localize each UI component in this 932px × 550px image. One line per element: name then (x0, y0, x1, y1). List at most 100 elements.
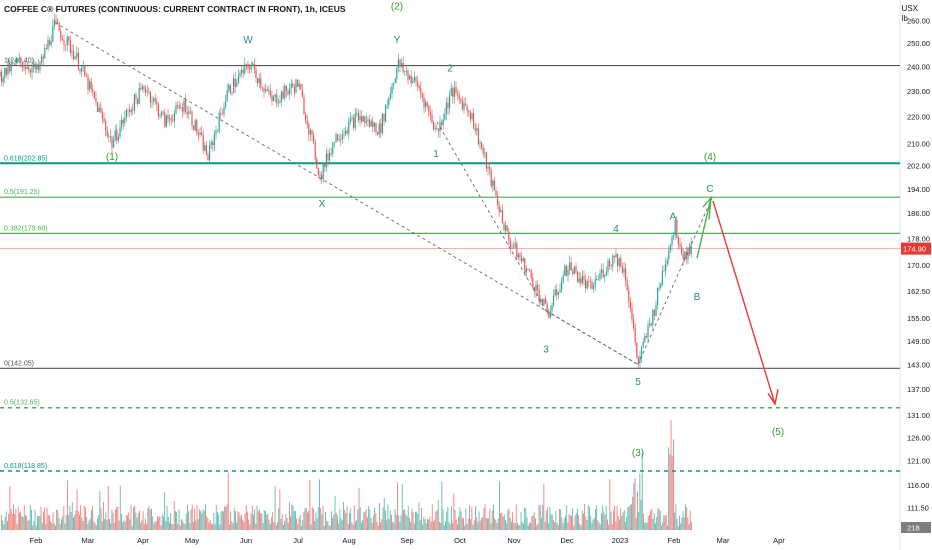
candle-body (95, 97, 97, 102)
volume-bar (479, 520, 481, 530)
candle-body (63, 40, 65, 45)
volume-bar (635, 517, 637, 530)
volume-bar (189, 523, 191, 530)
candle-body (457, 92, 459, 94)
candle-body (178, 105, 180, 109)
x-tick-label: Apr (137, 536, 149, 545)
volume-bar (565, 515, 566, 530)
volume-bar (388, 518, 390, 530)
volume-bar (653, 513, 655, 530)
volume-bar (305, 507, 307, 530)
volume-bar (37, 516, 38, 530)
candle-body (513, 246, 515, 248)
volume-bar (501, 512, 503, 530)
volume-bar (547, 506, 548, 530)
volume-bar (260, 513, 262, 530)
candle-body (69, 40, 71, 53)
candle-body (636, 342, 638, 358)
candle-body (229, 85, 231, 94)
volume-bar (56, 509, 58, 530)
volume-bar (424, 519, 426, 530)
volume-bar (109, 518, 110, 530)
volume-bar (70, 512, 72, 530)
volume-bar (553, 520, 554, 530)
volume-bar (136, 517, 138, 530)
y-tick-label: 260.00 (907, 16, 930, 25)
candle-body (567, 269, 569, 276)
volume-bar (662, 522, 664, 530)
candle-body (485, 152, 487, 169)
candle-body (65, 44, 67, 46)
volume-bar (453, 493, 455, 530)
candle-body (521, 257, 523, 262)
volume-bar (650, 510, 652, 530)
y-tick-label: 230.00 (907, 87, 930, 96)
x-tick-label: Apr (773, 536, 785, 545)
volume-bar (277, 522, 278, 530)
candle-body (127, 110, 129, 111)
volume-bar (295, 511, 296, 530)
candle-body (637, 357, 639, 363)
wave-label: 1 (433, 149, 439, 160)
candle-body (361, 116, 363, 122)
candle-body (116, 130, 118, 141)
candle-body (553, 295, 555, 306)
candle-body (573, 266, 575, 274)
y-tick-label: 220.00 (907, 113, 930, 122)
volume-bar (267, 513, 269, 530)
candle-body (130, 109, 132, 113)
candle-body (84, 66, 86, 77)
wave-label: (2) (391, 1, 403, 12)
candle-body (237, 75, 239, 83)
volume-bar (64, 523, 66, 530)
volume-bar (647, 516, 649, 530)
volume-bar (677, 525, 679, 530)
candle-body (271, 95, 273, 101)
candle-body (570, 262, 572, 271)
volume-bar (512, 511, 514, 530)
volume-bar (148, 506, 150, 530)
volume-bar (395, 514, 397, 530)
volume-bar (609, 479, 611, 530)
last-price-tag-label: 174.90 (903, 245, 926, 254)
volume-bar (476, 516, 478, 530)
candle-body (492, 180, 494, 187)
candle-body (418, 86, 420, 88)
volume-bar (112, 512, 114, 530)
volume-bar (31, 509, 32, 530)
volume-bar (149, 509, 151, 530)
volume-bar (44, 507, 46, 530)
volume-bar (625, 521, 626, 530)
volume-bar (626, 516, 628, 530)
volume-bar (85, 507, 86, 530)
candle-body (602, 269, 604, 277)
volume-bar (682, 511, 684, 530)
x-tick-label: Mar (82, 536, 95, 545)
volume-bar (584, 504, 586, 530)
volume-bar (595, 508, 596, 530)
candle-body (141, 86, 143, 90)
volume-bar (68, 515, 70, 530)
volume-bar (455, 519, 457, 530)
volume-bar (615, 521, 617, 530)
candle-body (5, 67, 7, 75)
candle-body (79, 69, 81, 72)
candle-body (129, 110, 131, 113)
candle-body (506, 225, 508, 232)
candle-body (13, 63, 15, 65)
candle-body (623, 268, 625, 273)
candle-body (423, 97, 425, 108)
volume-bar (398, 515, 400, 530)
candle-body (172, 120, 174, 122)
candle-body (373, 123, 375, 127)
volume-bar (309, 480, 311, 530)
candle-body (569, 262, 571, 270)
volume-bar (203, 510, 205, 530)
candle-body (81, 67, 83, 72)
candle-body (194, 120, 196, 131)
volume-bar (334, 495, 336, 530)
candle-body (236, 82, 238, 87)
volume-bar (293, 511, 295, 530)
volume-bar (95, 525, 97, 530)
